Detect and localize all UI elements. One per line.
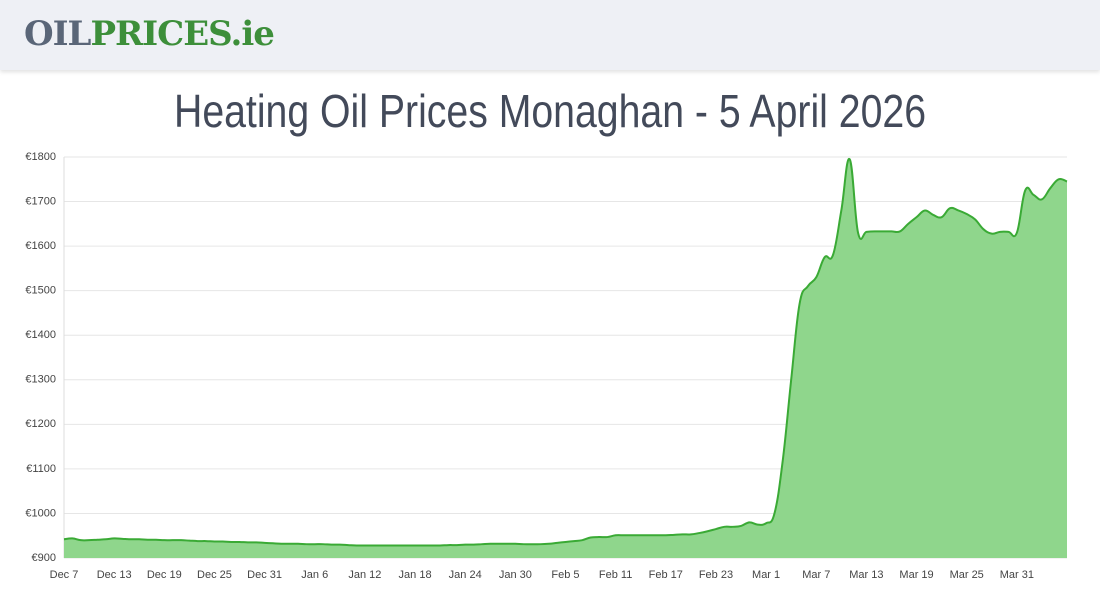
- x-tick-label: Dec 25: [197, 569, 232, 581]
- y-tick-label: €1000: [25, 507, 56, 519]
- x-tick-label: Mar 1: [752, 569, 780, 581]
- y-tick-label: €1300: [25, 374, 56, 386]
- x-tick-label: Dec 7: [50, 569, 79, 581]
- logo-part: OIL: [24, 14, 91, 54]
- price-line: [63, 158, 1068, 547]
- x-tick-label: Feb 5: [551, 569, 579, 581]
- logo-part: PRICES.ie: [90, 14, 274, 54]
- x-tick-label: Feb 17: [649, 569, 683, 581]
- y-tick-label: €1200: [25, 418, 56, 430]
- x-tick-label: Dec 31: [247, 569, 282, 581]
- chart-title: Heating Oil Prices Monaghan - 5 April 20…: [174, 85, 926, 137]
- x-tick-label: Mar 13: [849, 569, 883, 581]
- header: OILPRICES.ie: [0, 0, 1100, 70]
- x-tick-label: Dec 13: [97, 569, 132, 581]
- y-tick-label: €1400: [25, 329, 56, 341]
- x-tick-label: Jan 18: [399, 569, 432, 581]
- x-tick-label: Mar 31: [1000, 569, 1034, 581]
- x-tick-label: Dec 19: [147, 569, 182, 581]
- y-tick-label: €1500: [25, 285, 56, 297]
- area-fill: [64, 158, 1067, 558]
- x-tick-label: Jan 12: [348, 569, 381, 581]
- y-tick-label: €1600: [25, 240, 56, 252]
- y-tick-label: €1700: [25, 195, 56, 207]
- x-tick-label: Mar 25: [950, 569, 984, 581]
- x-tick-label: Mar 19: [899, 569, 933, 581]
- x-tick-label: Jan 30: [499, 569, 532, 581]
- chart: Heating Oil Prices Monaghan - 5 April 20…: [25, 85, 1068, 581]
- x-tick-label: Mar 7: [802, 569, 830, 581]
- x-tick-label: Jan 24: [449, 569, 482, 581]
- y-tick-label: €900: [32, 552, 56, 564]
- x-tick-label: Feb 11: [599, 569, 632, 581]
- logo[interactable]: OILPRICES.ie: [24, 14, 275, 54]
- x-tick-label: Jan 6: [301, 569, 328, 581]
- y-tick-label: €1800: [25, 151, 56, 163]
- y-tick-label: €1100: [26, 463, 56, 475]
- x-tick-label: Feb 23: [699, 569, 733, 581]
